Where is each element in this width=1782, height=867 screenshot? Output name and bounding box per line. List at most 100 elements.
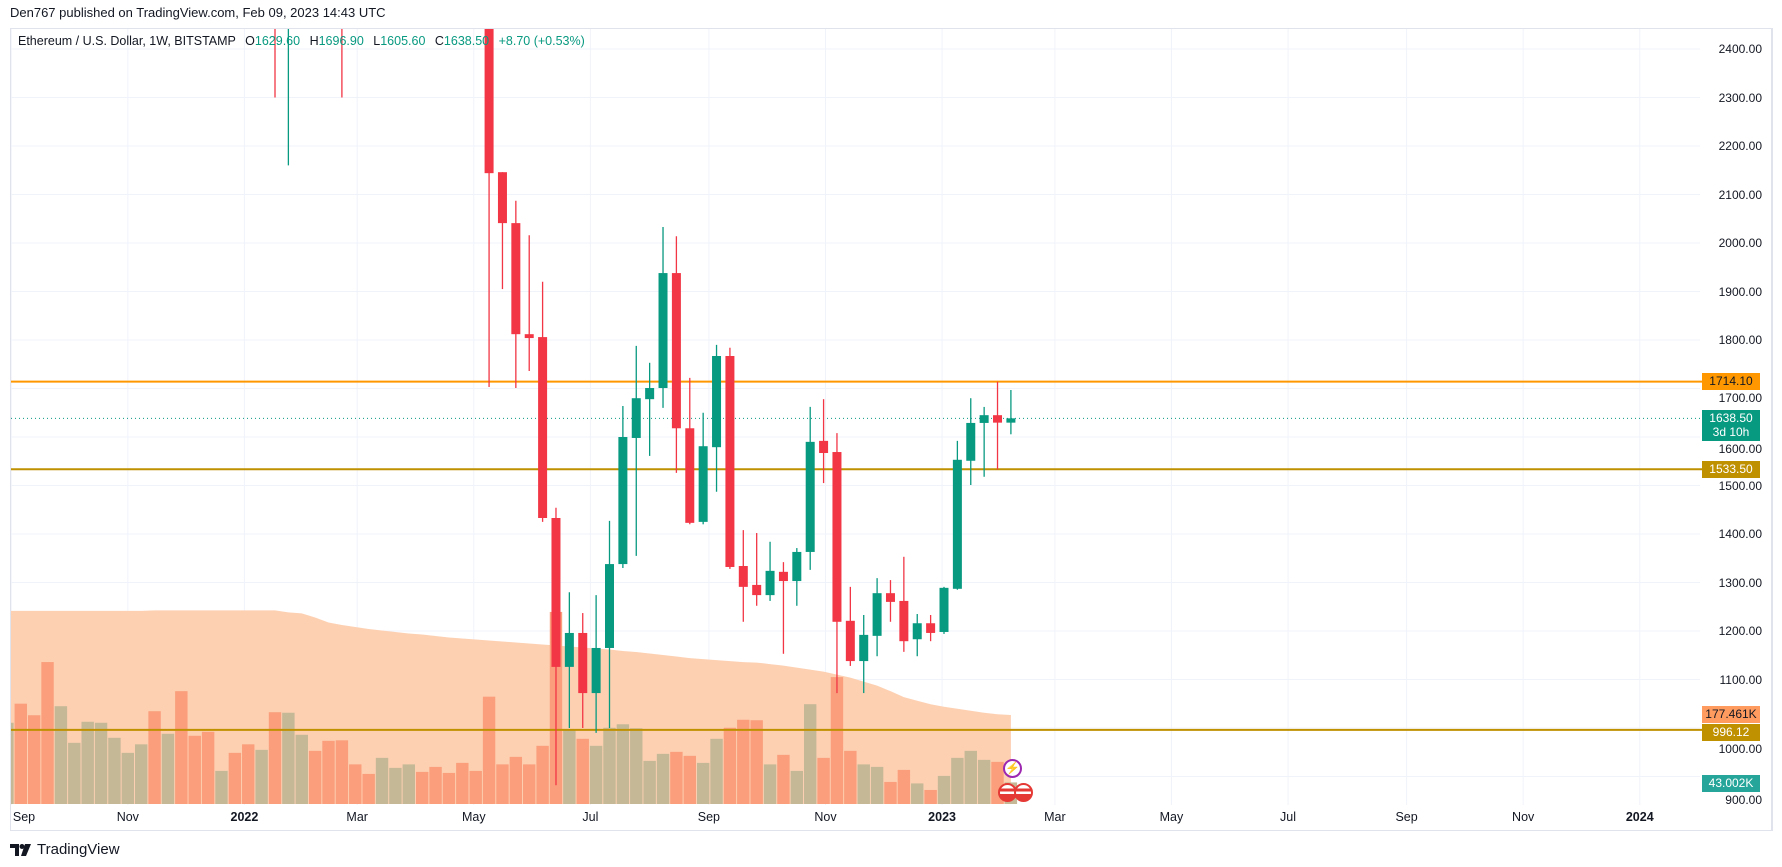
volume-bar [255,749,268,804]
volume-bar [81,721,94,804]
time-tick-label: Mar [346,810,368,824]
candle [952,440,962,590]
high-label: H [309,34,319,48]
candle [832,433,842,694]
volume-bar [375,757,389,804]
price-tick-label: 1600.00 [1718,442,1762,456]
high-value: 1696.90 [318,34,364,48]
volume-bar [68,742,81,804]
volume-bar [335,740,349,804]
volume-bar [349,764,362,804]
candle [738,530,748,622]
symbol-name: Ethereum / U.S. Dollar, 1W, BITSTAMP [18,34,236,48]
time-tick-label: 2022 [230,810,259,824]
candle-body [872,593,882,636]
candle-body [511,223,521,335]
candle-body [738,566,748,587]
candle [939,586,949,634]
volume-bar [482,696,496,804]
candle [993,381,1003,470]
candle [658,226,668,408]
candle-body [631,398,641,438]
volume-bar [817,757,830,804]
volume-bar [830,677,844,804]
candle-body [926,623,936,633]
volume-bar [108,737,121,804]
lower-level-tag: 996.12 [1702,724,1760,741]
time-tick-label: 2024 [1625,810,1654,824]
volume-bar [14,703,27,804]
volume-bar [161,733,175,804]
candle-body [752,584,762,596]
candle [912,614,922,657]
candle [819,399,829,484]
candle [511,200,521,389]
candle-body [765,570,775,596]
candle [805,406,815,570]
candle [872,578,882,657]
lightning-event-icon[interactable]: ⚡ [1003,759,1022,778]
candle-body [845,620,855,662]
candle-body [484,29,494,174]
volume-bar [188,735,201,804]
candle [752,533,762,606]
price-tick-label: 1500.00 [1718,479,1762,493]
us-flag-event-icon[interactable] [1014,783,1033,802]
volume-bar [804,704,817,804]
volume-bar [135,744,148,804]
price-tick-label: 2300.00 [1718,90,1762,105]
candle-body [899,600,909,642]
volume-bar [616,724,630,804]
volume-bar [750,720,763,804]
volume-bar [228,752,242,804]
publish-info: Den767 published on TradingView.com, Feb… [10,5,386,20]
volume-bar [911,783,924,804]
price-tick-label: 900.00 [1725,793,1762,807]
volume-bar [41,662,54,804]
candle [845,586,855,666]
candle-body [538,337,548,518]
volume-bar [11,722,14,804]
low-label: L [373,34,381,48]
candle [645,362,655,456]
candle [564,592,574,728]
candle-body [859,634,869,662]
candle-body [497,172,507,224]
candle [341,29,343,98]
volume-bar [777,754,790,804]
volume-bar [790,770,804,804]
candle [1006,390,1016,435]
price-tick-label: 2400.00 [1718,42,1762,56]
candle [287,29,290,166]
current-price: 1638.50 [1709,411,1753,425]
candle [538,281,548,522]
volume-bar [442,772,456,804]
candles [274,29,1016,786]
price-axis-border [1772,28,1773,831]
volume-bar [924,789,937,804]
candle [631,345,641,556]
tradingview-logo[interactable]: TradingView [10,841,120,858]
volume-bar [27,715,41,804]
volume-bar [670,751,683,804]
volume-bar [710,738,723,804]
volume-bar [897,769,911,804]
candle-body [578,632,588,694]
volume-bar [576,738,589,804]
candle-body [591,647,601,694]
price-tick-label: 1200.00 [1718,624,1762,638]
candle [618,405,628,568]
volume-bar [603,727,616,804]
tradingview-brand: TradingView [37,841,120,858]
candle [671,236,681,473]
candle [551,507,561,786]
candle [792,548,802,606]
symbol-legend: Ethereum / U.S. Dollar, 1W, BITSTAMP O16… [18,34,585,48]
volume-bar [201,731,215,804]
volume-bar [175,691,188,804]
volume-bar [630,728,643,804]
volume-bar [951,757,964,804]
candle-body [605,564,614,648]
candle [778,562,788,654]
